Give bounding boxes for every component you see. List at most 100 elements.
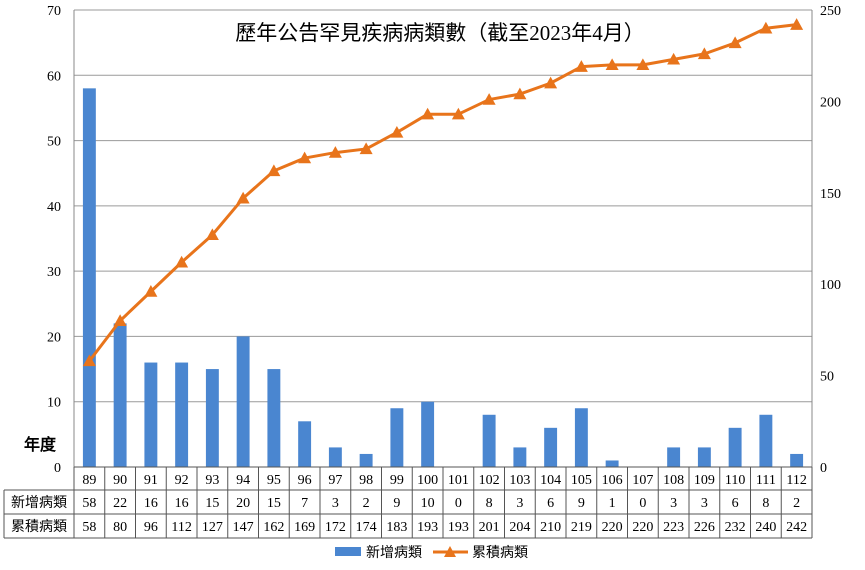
legend-marker [444, 546, 456, 557]
data-label-cumulative: 96 [144, 520, 158, 535]
bar [113, 323, 127, 467]
x-tick-label: 111 [756, 473, 776, 488]
bar [359, 453, 373, 467]
x-tick-label: 100 [417, 473, 438, 488]
data-label-new: 7 [301, 496, 308, 511]
line-point [359, 142, 373, 155]
legend: 新增病類 累積病類 [335, 545, 528, 561]
data-label-cumulative: 80 [113, 520, 127, 535]
data-label-cumulative: 232 [725, 520, 746, 535]
x-tick-label: 97 [328, 473, 342, 488]
bar [759, 414, 773, 467]
x-tick-label: 101 [448, 473, 469, 488]
bar [667, 447, 681, 467]
bar [728, 427, 742, 467]
data-label-new: 58 [82, 496, 96, 511]
chart-title: 歷年公告罕見疾病病類數（截至2023年4月） [235, 21, 645, 45]
line-point [790, 18, 804, 30]
data-label-cumulative: 219 [571, 520, 592, 535]
x-axis-label: 年度 [24, 435, 57, 454]
x-tick-label: 98 [359, 473, 373, 488]
line-point [298, 151, 312, 164]
x-tick-label: 91 [144, 473, 158, 488]
x-tick-label: 105 [571, 473, 592, 488]
line-point [697, 47, 711, 60]
data-label-new: 0 [455, 496, 462, 511]
line-point [421, 107, 435, 120]
data-label-new: 3 [332, 496, 339, 511]
data-label-cumulative: 174 [356, 520, 377, 535]
x-tick-label: 109 [694, 473, 715, 488]
line-point [390, 125, 404, 138]
legend-swatch-bar [335, 547, 361, 556]
line-point [605, 58, 619, 71]
data-label-new: 6 [732, 496, 739, 511]
data-label-new: 3 [701, 496, 708, 511]
data-label-cumulative: 220 [602, 520, 623, 535]
data-label-cumulative: 210 [540, 520, 561, 535]
line-point [267, 164, 281, 177]
bar [697, 447, 711, 467]
data-label-new: 2 [793, 496, 800, 511]
data-label-new: 16 [175, 496, 189, 511]
line-point [728, 36, 742, 49]
data-label-new: 8 [762, 496, 769, 511]
x-tick-label: 92 [175, 473, 189, 488]
bar [298, 421, 312, 467]
legend-label-line: 累積病類 [472, 545, 528, 561]
line-point [82, 354, 96, 367]
bar-series [82, 88, 804, 467]
x-tick-label: 110 [725, 473, 745, 488]
line-point [328, 146, 342, 158]
bar [544, 427, 558, 467]
data-label-new: 15 [205, 496, 219, 511]
bar [390, 408, 404, 467]
y-left-tick-label: 40 [47, 200, 61, 215]
data-label-new: 0 [639, 496, 646, 511]
x-tick-label: 90 [113, 473, 127, 488]
data-label-new: 1 [609, 496, 616, 511]
bar [421, 401, 435, 467]
x-tick-label: 103 [509, 473, 530, 488]
bar [267, 369, 281, 467]
data-label-cumulative: 112 [171, 520, 191, 535]
bar [482, 414, 496, 467]
axes: 0 10 20 30 40 50 60 70 0 50 100 150 200 250 年度 [24, 4, 841, 476]
y-left-tick-label: 10 [47, 396, 61, 411]
data-label-new: 8 [486, 496, 493, 511]
line-point [544, 76, 558, 89]
x-tick-label: 95 [267, 473, 281, 488]
data-label-new: 20 [236, 496, 250, 511]
data-label-cumulative: 223 [663, 520, 684, 535]
table-row-label-cumulative: 累積病類 [11, 519, 67, 535]
line-point [144, 285, 158, 297]
x-tick-label: 94 [236, 473, 250, 488]
y-left-tick-label: 60 [47, 69, 61, 84]
line-point [451, 107, 465, 120]
x-tick-label: 107 [632, 473, 653, 488]
y-left-tick-label: 20 [47, 330, 61, 345]
x-tick-label: 99 [390, 473, 404, 488]
line-point [513, 87, 527, 100]
bar [82, 88, 96, 467]
line-series [82, 18, 804, 367]
x-tick-label: 102 [479, 473, 500, 488]
data-label-new: 15 [267, 496, 281, 511]
data-label-new: 9 [393, 496, 400, 511]
x-tick-label: 93 [205, 473, 219, 488]
data-label-new: 16 [144, 496, 158, 511]
y-right-tick-label: 100 [820, 278, 841, 293]
bar [328, 447, 342, 467]
data-label-cumulative: 242 [786, 520, 807, 535]
y-left-tick-label: 0 [54, 461, 61, 476]
data-label-cumulative: 240 [755, 520, 776, 535]
y-right-tick-label: 200 [820, 95, 841, 110]
data-label-cumulative: 172 [325, 520, 346, 535]
data-label-cumulative: 58 [82, 520, 96, 535]
data-label-cumulative: 220 [632, 520, 653, 535]
line-point [482, 93, 496, 105]
data-label-new: 10 [421, 496, 435, 511]
line-point [113, 314, 127, 326]
